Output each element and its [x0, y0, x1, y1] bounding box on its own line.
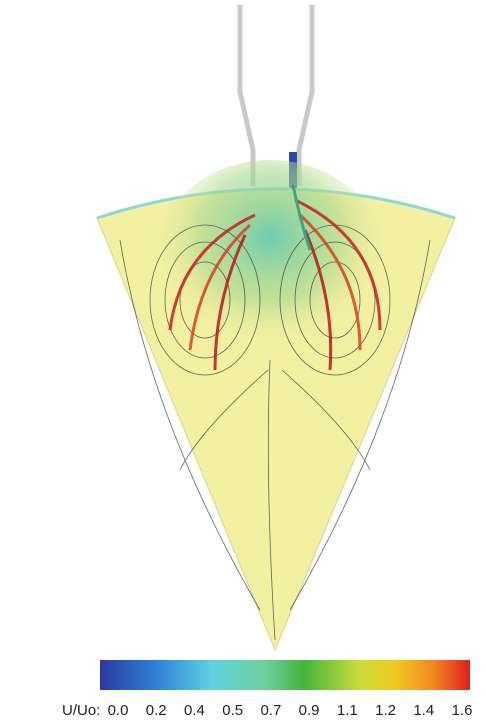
colorbar-tick-label: 1.4 — [413, 702, 434, 719]
colorbar-tick-label: 1.6 — [452, 702, 473, 719]
velocity-field — [150, 160, 390, 380]
colorbar-label: U/Uo: — [62, 702, 100, 719]
colorbar-ticks: 0.0 0.2 0.4 0.5 0.7 0.9 1.1 1.2 1.4 1.6 — [108, 702, 473, 719]
colorbar-tick-label: 0.4 — [184, 702, 205, 719]
colorbar-tick-label: 0.9 — [299, 702, 320, 719]
colorbar-tick-label: 0.5 — [222, 702, 243, 719]
colorbar-tick-label: 0.0 — [108, 702, 129, 719]
colorbar-tick-label: 1.2 — [375, 702, 396, 719]
pipe — [237, 5, 315, 186]
colorbar — [100, 660, 470, 690]
streamlines — [119, 224, 431, 641]
particle-paths — [168, 184, 382, 371]
colorbar-tick-label: 1.1 — [337, 702, 358, 719]
colorbar-tick-label: 0.7 — [260, 702, 281, 719]
colorbar-tick-label: 0.2 — [146, 702, 167, 719]
